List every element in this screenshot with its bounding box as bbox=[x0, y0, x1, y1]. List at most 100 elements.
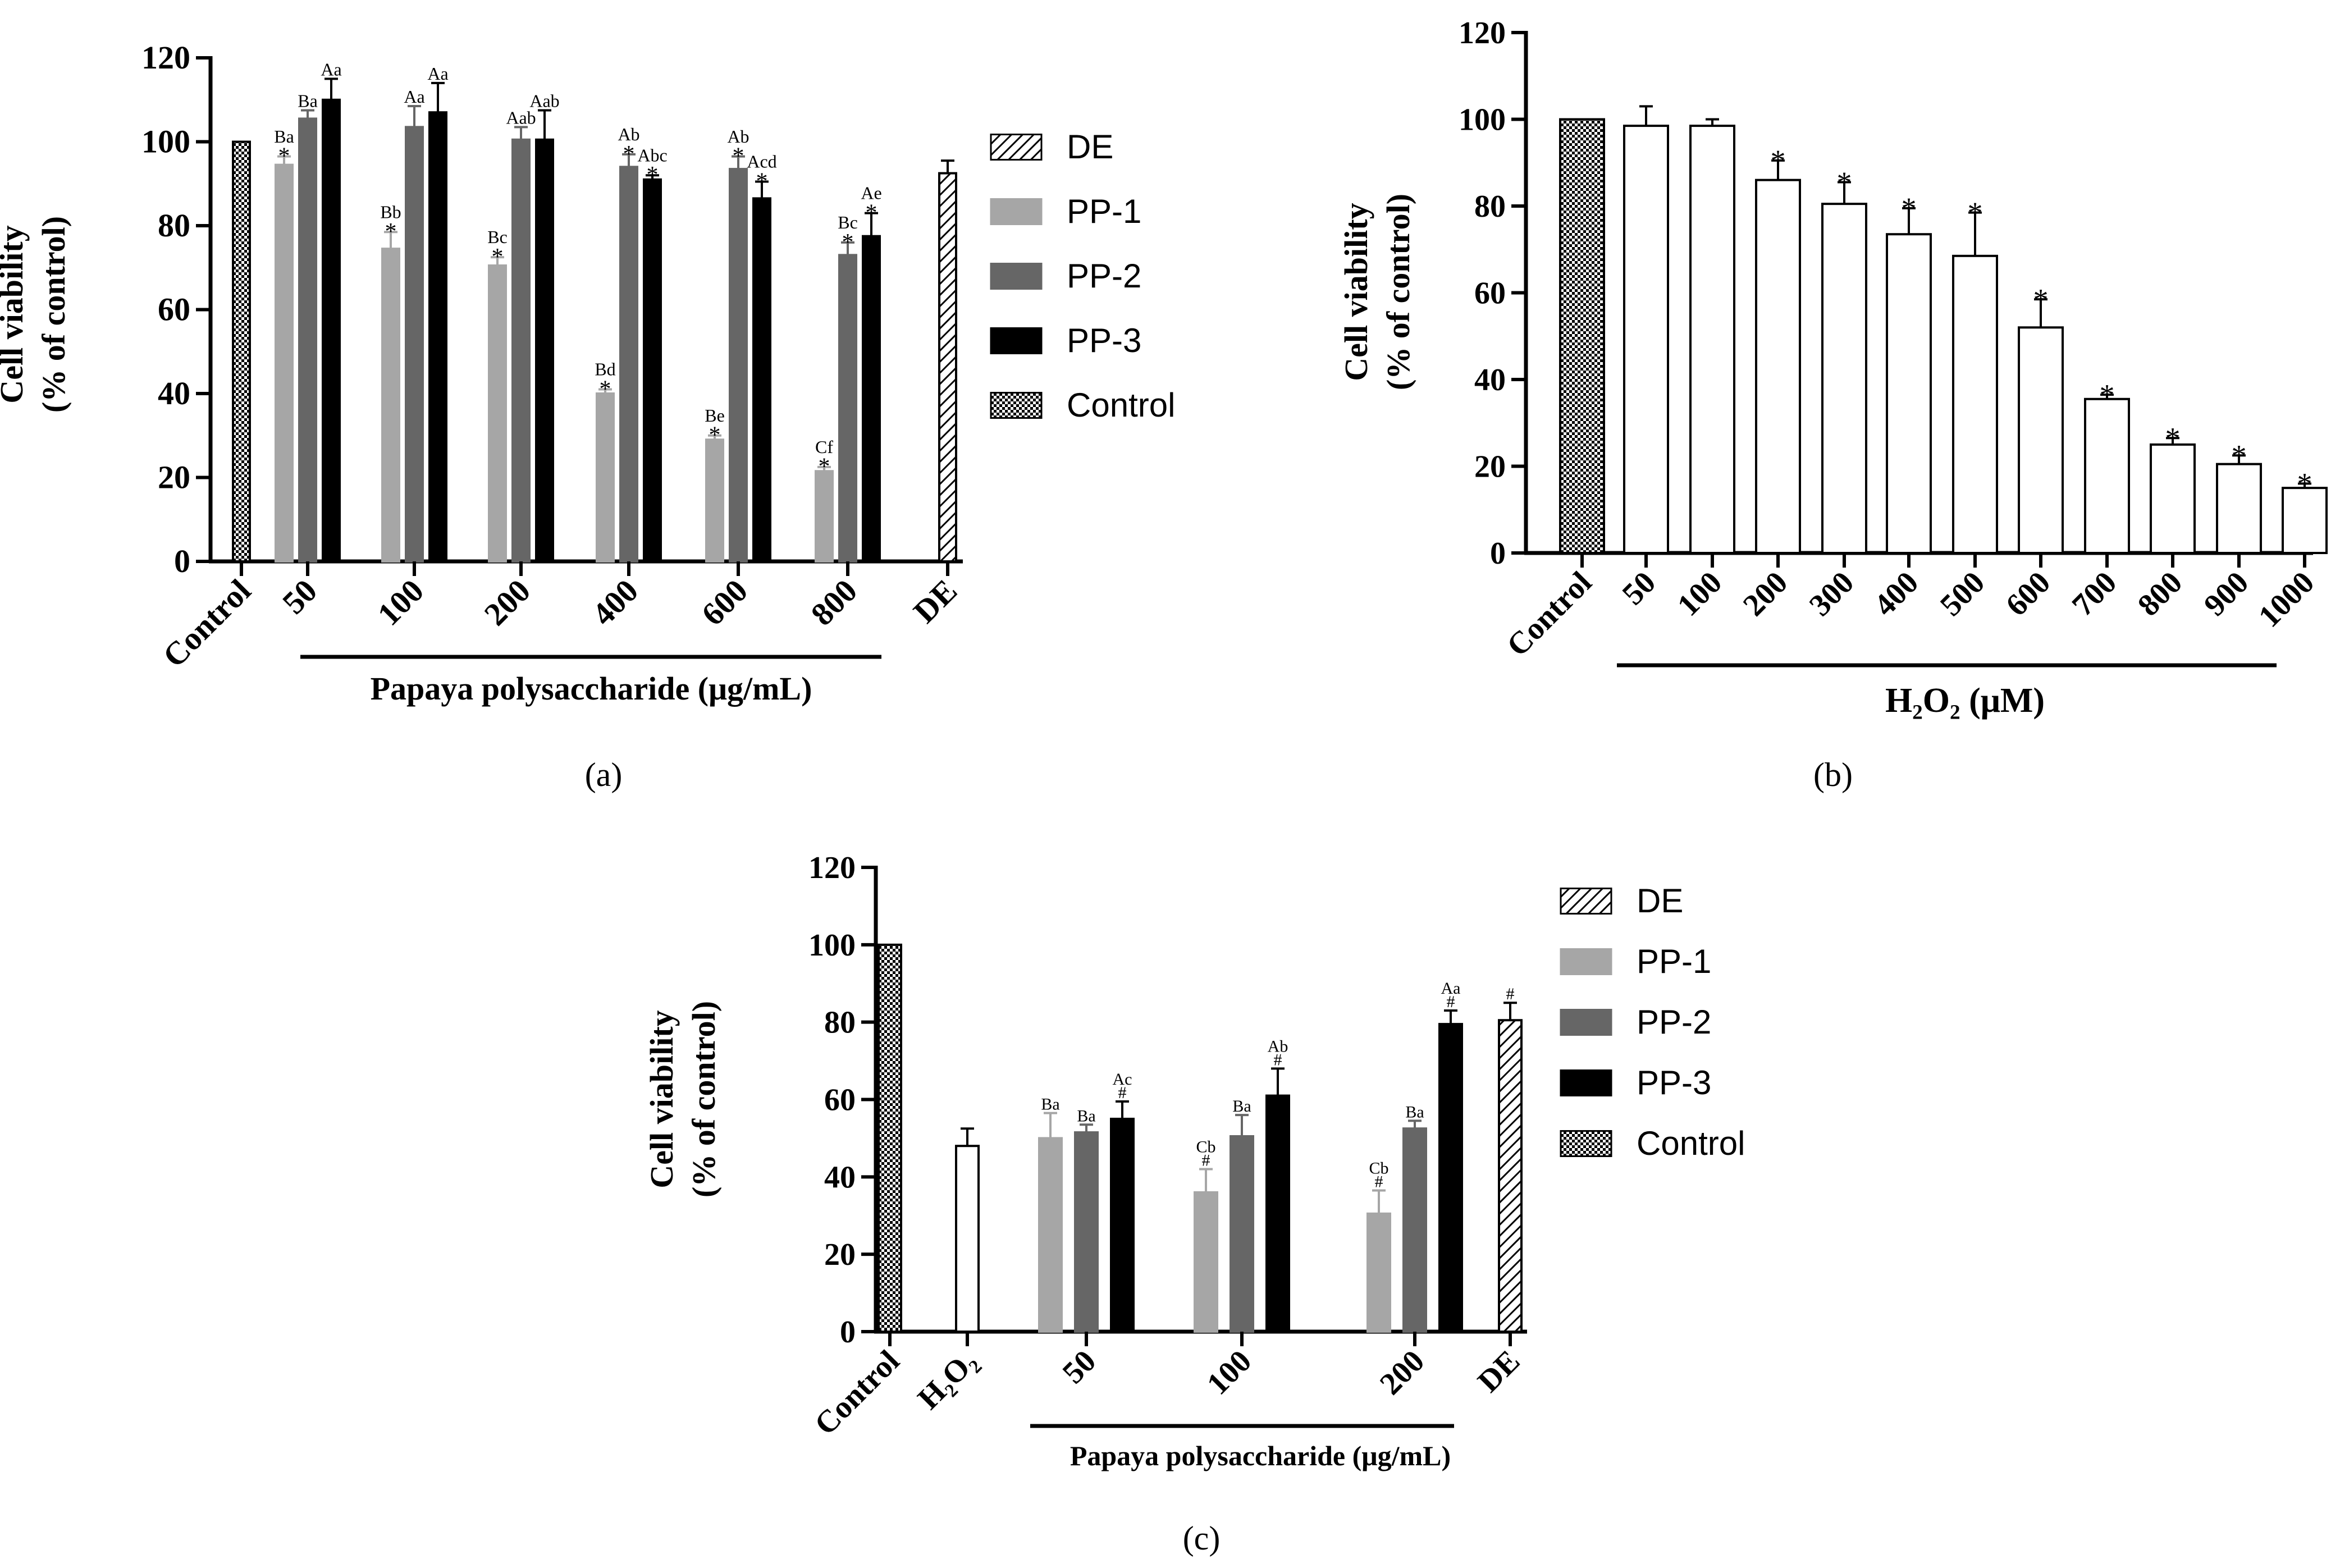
x-tick-label: 100 bbox=[1671, 565, 1729, 623]
y-tick-label: 80 bbox=[1474, 189, 1506, 224]
bar-pp-3 bbox=[428, 111, 447, 563]
significance-star: * bbox=[756, 168, 768, 194]
x-tick-label: 50 bbox=[1616, 565, 1662, 611]
bar-pp-1 bbox=[1038, 1137, 1063, 1333]
bar-pp-3 bbox=[1110, 1117, 1135, 1333]
panel-b-xlabel: H₂O₂ (μM) bbox=[1885, 682, 2045, 720]
x-tick-label: 50 bbox=[275, 572, 324, 621]
legend-label: PP-3 bbox=[1067, 322, 1141, 359]
legend-label: PP-1 bbox=[1637, 943, 1711, 980]
panel-b-ylabel-line1: Cell viability bbox=[1338, 203, 1374, 381]
y-tick-label: 20 bbox=[158, 459, 190, 496]
y-tick-label: 40 bbox=[158, 375, 190, 412]
x-tick-label: 50 bbox=[1056, 1343, 1103, 1390]
bar-pp-3 bbox=[1438, 1023, 1463, 1333]
y-tick-label: 80 bbox=[158, 207, 190, 244]
panel-c-label: (c) bbox=[1183, 1520, 1221, 1557]
y-tick-label: 0 bbox=[840, 1315, 856, 1350]
bar-pp-3 bbox=[643, 178, 662, 563]
bar-h2o2 bbox=[2018, 326, 2064, 554]
significance-star: * bbox=[709, 423, 721, 449]
y-tick-label: 0 bbox=[1490, 536, 1506, 571]
bar-pp-1 bbox=[275, 163, 294, 563]
group-letter-label: Ba bbox=[1232, 1097, 1251, 1116]
bar-h2o2 bbox=[1886, 233, 1932, 554]
group-letter-label: Ac bbox=[1113, 1070, 1132, 1089]
x-tick-label: H₂O₂ bbox=[911, 1343, 984, 1416]
legend-label: DE bbox=[1067, 128, 1113, 166]
bar-h2o2 bbox=[2216, 463, 2262, 555]
significance-star: * bbox=[819, 454, 830, 480]
x-tick-label: 300 bbox=[1803, 565, 1861, 623]
x-tick-label: DE bbox=[906, 572, 964, 630]
significance-hash: # bbox=[1118, 1084, 1127, 1102]
group-letter-label: Aa bbox=[1441, 979, 1461, 998]
legend-swatch bbox=[1560, 1009, 1612, 1036]
bar-pp-3 bbox=[862, 235, 881, 563]
significance-star: * bbox=[2165, 422, 2181, 455]
group-letter-label: Abc bbox=[637, 145, 667, 165]
bar-h2o2 bbox=[1689, 125, 1735, 554]
bar-h2o2 bbox=[1821, 203, 1867, 554]
bar-pp-2 bbox=[729, 168, 748, 563]
group-letter-label: Bb bbox=[380, 202, 401, 222]
group-letter-label: Ba bbox=[298, 90, 318, 111]
group-letter-label: Ba bbox=[1077, 1107, 1095, 1125]
group-letter-label: Ab bbox=[1268, 1037, 1288, 1055]
group-letter-label: Ab bbox=[618, 124, 639, 144]
y-tick-label: 100 bbox=[1459, 103, 1506, 138]
panel-c-xlabel: Papaya polysaccharide (μg/mL) bbox=[1070, 1440, 1451, 1471]
bar-control bbox=[878, 943, 902, 1333]
significance-star: * bbox=[1837, 166, 1852, 199]
group-letter-label: Aa bbox=[427, 63, 448, 84]
y-tick-label: 40 bbox=[824, 1160, 856, 1195]
bar-de bbox=[938, 172, 957, 563]
bar-h2o2 bbox=[2150, 443, 2196, 554]
bar-pp-1 bbox=[488, 264, 507, 563]
panel-a-legend: DE PP-1 PP-2 PP-3 Control bbox=[990, 128, 1175, 424]
significance-star: * bbox=[733, 144, 744, 170]
significance-star: * bbox=[492, 244, 504, 270]
significance-star: * bbox=[623, 141, 635, 167]
group-letter-label: Cb bbox=[1369, 1159, 1388, 1177]
x-tick-label: 900 bbox=[2197, 565, 2255, 623]
bar-pp-3 bbox=[752, 197, 771, 563]
panel-b-bars: * * * * * * * * * bbox=[1559, 105, 2328, 555]
significance-star: * bbox=[1771, 144, 1786, 177]
significance-star: * bbox=[2100, 378, 2115, 412]
legend-swatch bbox=[990, 327, 1043, 354]
bar-h2o2 bbox=[1623, 125, 1669, 554]
group-letter-label: Acd bbox=[747, 152, 776, 172]
y-tick-label: 80 bbox=[824, 1005, 856, 1040]
panel-c-ylabel-line1: Cell viability bbox=[643, 1010, 680, 1188]
legend-label: Control bbox=[1067, 386, 1175, 424]
x-tick-label: DE bbox=[1471, 1343, 1527, 1399]
x-tick-label: 200 bbox=[1736, 565, 1794, 623]
x-tick-label: 200 bbox=[1373, 1343, 1431, 1401]
panel-c-ylabel-line2: (% of control) bbox=[685, 1001, 722, 1197]
x-tick-label: 400 bbox=[1867, 565, 1925, 623]
y-tick-label: 100 bbox=[808, 928, 856, 963]
bar-pp-2 bbox=[1230, 1135, 1254, 1333]
y-tick-label: 20 bbox=[824, 1237, 856, 1272]
group-letter-label: Cf bbox=[815, 437, 833, 457]
panel-c-legend: DE PP-1 PP-2 PP-3 Control bbox=[1560, 882, 1745, 1162]
significance-star: * bbox=[600, 376, 611, 402]
x-tick-label: 600 bbox=[1999, 565, 2057, 623]
legend-swatch bbox=[990, 263, 1043, 290]
significance-star: * bbox=[647, 162, 659, 188]
significance-hash: # bbox=[1274, 1050, 1282, 1069]
significance-star: * bbox=[385, 219, 397, 245]
legend-swatch bbox=[1560, 1069, 1612, 1096]
legend-swatch bbox=[990, 392, 1043, 419]
x-tick-label: 1000 bbox=[2252, 565, 2321, 634]
group-letter-label: Aa bbox=[404, 86, 424, 107]
legend-swatch bbox=[1560, 948, 1612, 975]
panel-a-bars: *BaBaAa*BbAaAa*BcAabAab*Bd*Ab*Abc*Be*Ab*… bbox=[232, 59, 957, 563]
y-tick-label: 120 bbox=[808, 851, 856, 885]
legend-label: DE bbox=[1637, 882, 1683, 920]
bar-pp-2 bbox=[1074, 1131, 1099, 1333]
legend-label: PP-1 bbox=[1067, 193, 1141, 230]
